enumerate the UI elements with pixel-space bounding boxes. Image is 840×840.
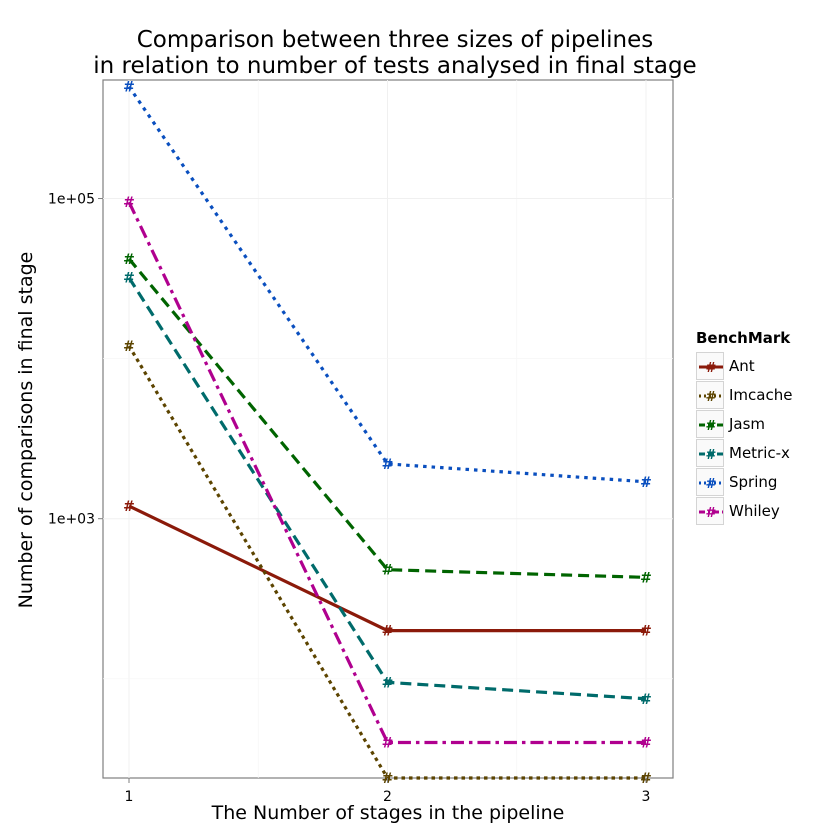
grid-lines — [103, 80, 673, 778]
data-point-imcache: # — [123, 339, 135, 355]
data-point-jasm: # — [123, 252, 135, 268]
legend-item-ant: # Ant — [696, 351, 792, 380]
data-point-spring: # — [123, 80, 135, 96]
legend-key-icon: # — [696, 467, 724, 496]
svg-text:#: # — [706, 477, 717, 492]
legend-label: Imcache — [729, 385, 793, 404]
data-point-metric-x: # — [382, 675, 394, 691]
legend-item-imcache: # Imcache — [696, 380, 792, 409]
legend-items: # Ant # Imcache # Jasm # Metric-x # Spring # Whiley — [696, 351, 792, 525]
legend-label: Ant — [729, 356, 755, 375]
legend-label: Metric-x — [729, 443, 790, 462]
svg-text:#: # — [706, 506, 717, 521]
series-line-whiley — [127, 201, 646, 745]
svg-text:#: # — [706, 390, 717, 405]
data-point-metric-x: # — [640, 692, 652, 708]
data-point-whiley: # — [640, 735, 652, 751]
data-point-jasm: # — [640, 570, 652, 586]
series-line-ant — [128, 504, 646, 633]
data-point-spring: # — [382, 457, 394, 473]
y-tick-label: 1e+05 — [48, 192, 95, 208]
legend-key-icon: # — [696, 438, 724, 467]
data-point-spring: # — [640, 475, 652, 491]
legend-key-icon: # — [696, 409, 724, 438]
svg-text:#: # — [706, 419, 717, 434]
data-point-metric-x: # — [123, 271, 135, 287]
legend-key-icon: # — [696, 380, 724, 409]
x-tick-label: 3 — [642, 789, 651, 805]
x-tick-label: 1 — [125, 789, 134, 805]
x-axis-label: The Number of stages in the pipeline — [211, 802, 565, 824]
axis-ticks: 1 2 3 1e+03 1e+05 — [48, 192, 651, 805]
legend-title: BenchMark — [696, 329, 791, 347]
data-point-jasm: # — [382, 563, 394, 579]
data-point-ant: # — [640, 624, 652, 640]
data-point-ant: # — [382, 624, 394, 640]
legend-key-icon: # — [696, 496, 724, 525]
legend-label: Spring — [729, 472, 778, 491]
series-line-metric-x — [127, 276, 647, 701]
x-tick-label: 2 — [383, 789, 392, 805]
legend-label: Jasm — [729, 414, 766, 433]
chart-title-line-2: in relation to number of tests analysed … — [93, 53, 697, 79]
legend-item-spring: # Spring — [696, 467, 792, 496]
chart-title-line-1: Comparison between three sizes of pipeli… — [136, 27, 654, 53]
legend-label: Whiley — [729, 501, 780, 520]
data-point-whiley: # — [123, 195, 135, 211]
data-point-ant: # — [123, 499, 135, 515]
legend-key-icon: # — [696, 351, 724, 380]
series-line-spring — [127, 85, 647, 484]
y-axis-label: Number of comparisons in final stage — [15, 251, 37, 609]
y-tick-label: 1e+03 — [48, 512, 95, 528]
data-point-whiley: # — [382, 735, 394, 751]
legend: BenchMark # Ant # Imcache # Jasm # Metric-x # Spr… — [696, 329, 792, 525]
svg-text:#: # — [706, 361, 717, 376]
legend-item-whiley: # Whiley — [696, 496, 792, 525]
svg-text:#: # — [706, 448, 717, 463]
legend-item-metric-x: # Metric-x — [696, 438, 792, 467]
legend-item-jasm: # Jasm — [696, 409, 792, 438]
